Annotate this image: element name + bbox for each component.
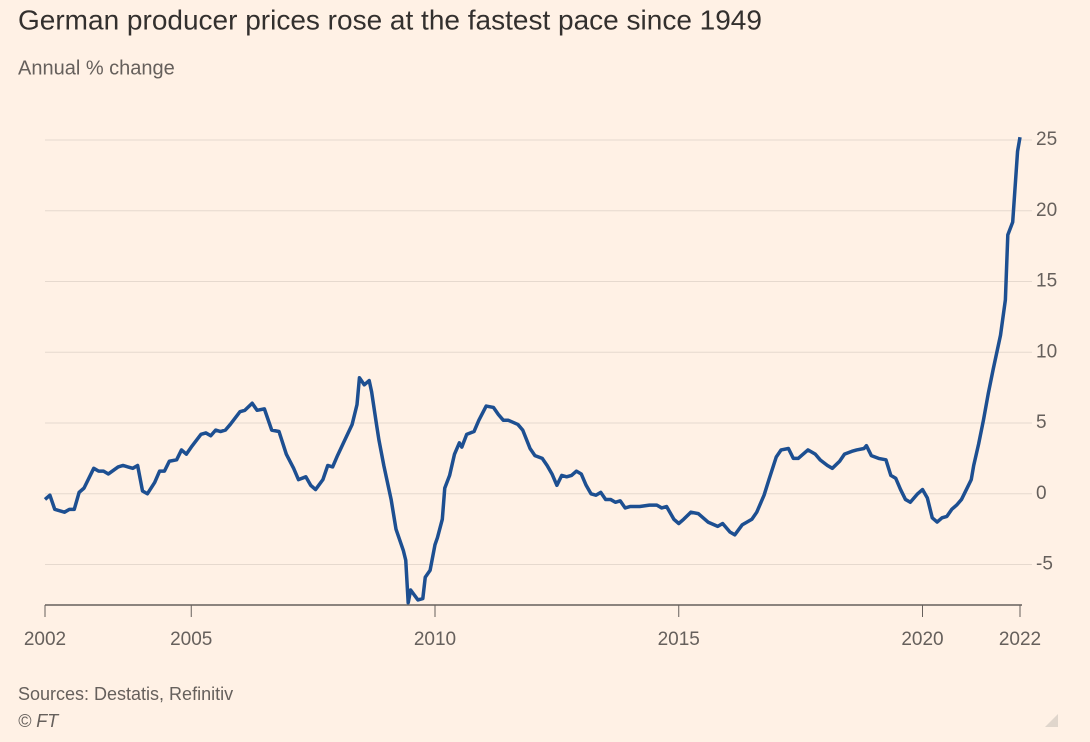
y-tick-label: 0 [1036,483,1047,504]
chart-subtitle: Annual % change [18,57,175,79]
y-tick-label: 10 [1036,341,1057,362]
x-tick-label: 2015 [658,629,700,650]
y-tick-label: 5 [1036,412,1047,433]
y-tick-label: 20 [1036,200,1057,221]
x-tick-label: 2002 [24,629,66,650]
data-line [43,136,1022,605]
x-tick-label: 2020 [901,629,943,650]
x-tick-label: 2022 [999,629,1041,650]
x-tick-label: 2010 [414,629,456,650]
chart-title: German producer prices rose at the faste… [18,4,762,35]
x-tick-label: 2005 [170,629,212,650]
copyright: © FT [18,711,60,731]
y-tick-label: -5 [1036,554,1053,575]
source: Sources: Destatis, Refinitiv [18,684,233,704]
y-tick-label: 15 [1036,271,1057,292]
resize-corner [1045,714,1058,727]
y-tick-label: 25 [1036,129,1057,150]
